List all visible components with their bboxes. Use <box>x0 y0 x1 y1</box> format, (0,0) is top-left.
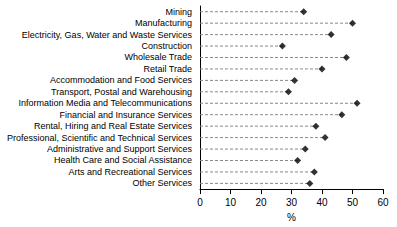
svg-text:Arts and Recreational Services: Arts and Recreational Services <box>68 167 192 177</box>
svg-text:30: 30 <box>286 197 298 208</box>
svg-text:Professional, Scientific and T: Professional, Scientific and Technical S… <box>7 133 192 143</box>
svg-text:20: 20 <box>255 197 267 208</box>
svg-text:10: 10 <box>225 197 237 208</box>
svg-text:Electricity, Gas, Water and Wa: Electricity, Gas, Water and Waste Servic… <box>22 30 193 40</box>
svg-text:0: 0 <box>197 197 203 208</box>
svg-text:50: 50 <box>347 197 359 208</box>
svg-text:%: % <box>287 212 296 223</box>
svg-text:Mining: Mining <box>165 7 192 17</box>
svg-text:Transport, Postal and Warehous: Transport, Postal and Warehousing <box>51 87 192 97</box>
svg-text:Other Services: Other Services <box>132 178 192 188</box>
svg-text:Rental, Hiring and Real Estate: Rental, Hiring and Real Estate Services <box>34 121 193 131</box>
svg-text:Wholesale Trade: Wholesale Trade <box>124 52 192 62</box>
svg-text:Financial and Insurance Servic: Financial and Insurance Services <box>59 110 192 120</box>
svg-text:60: 60 <box>377 197 389 208</box>
svg-text:Retail Trade: Retail Trade <box>143 64 192 74</box>
svg-text:Construction: Construction <box>141 41 192 51</box>
svg-text:Health Care and Social Assista: Health Care and Social Assistance <box>54 155 192 165</box>
svg-text:Information Media and Telecomm: Information Media and Telecommunications <box>19 98 193 108</box>
svg-text:Administrative and Support Ser: Administrative and Support Services <box>47 144 193 154</box>
svg-text:Accommodation and Food Service: Accommodation and Food Services <box>50 75 193 85</box>
svg-text:40: 40 <box>316 197 328 208</box>
svg-text:Manufacturing: Manufacturing <box>135 18 192 28</box>
